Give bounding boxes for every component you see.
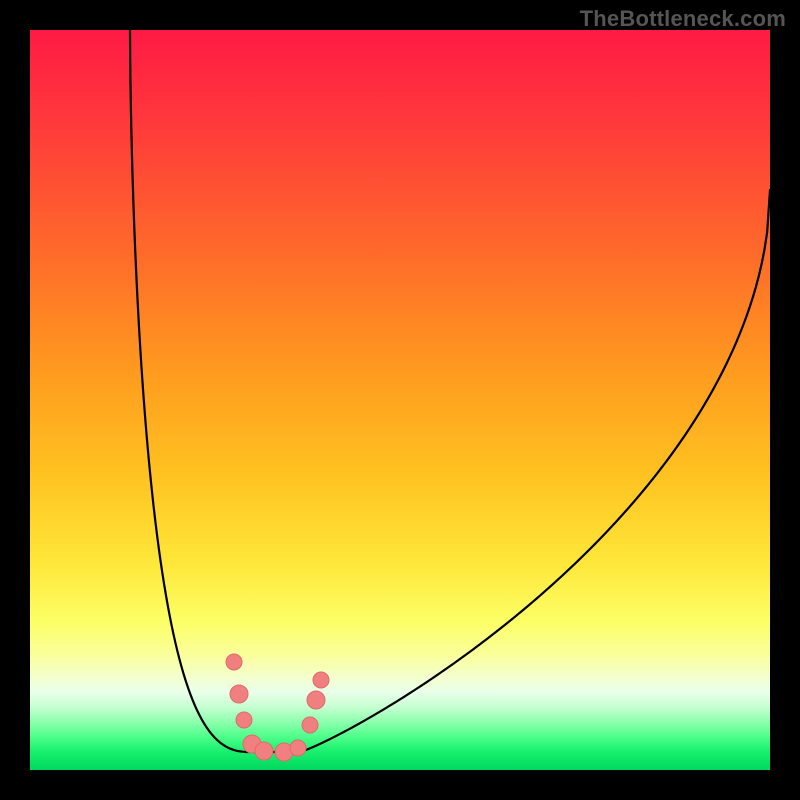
marker-point <box>255 742 273 760</box>
marker-point <box>302 717 318 733</box>
watermark-text: TheBottleneck.com <box>580 6 786 32</box>
marker-point <box>236 712 252 728</box>
gradient-background <box>30 30 770 770</box>
marker-point <box>307 691 325 709</box>
marker-point <box>230 685 248 703</box>
chart-stage: TheBottleneck.com <box>0 0 800 800</box>
bottleneck-plot <box>30 30 770 770</box>
marker-point <box>226 654 242 670</box>
marker-point <box>313 672 329 688</box>
marker-point <box>290 740 306 756</box>
